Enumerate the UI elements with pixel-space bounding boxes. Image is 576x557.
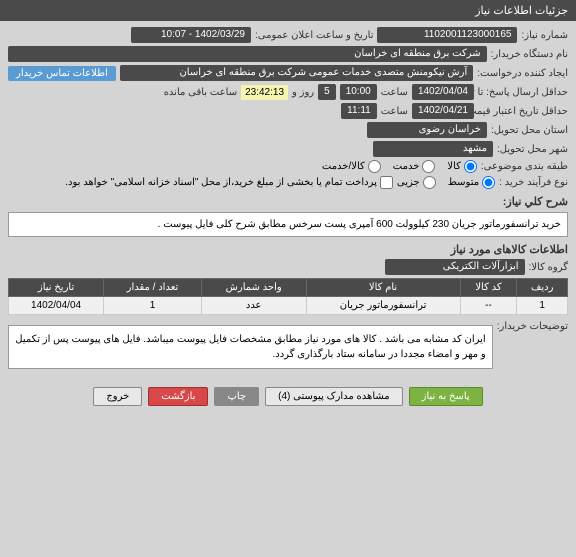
buyer-notes-box: ایران کد مشابه می باشد . کالا های مورد ن… <box>8 325 493 369</box>
remaining-time: 23:42:13 <box>241 85 288 100</box>
deadline-label: حداقل ارسال پاسخ: تا تاریخ: <box>478 87 568 98</box>
validity-time: 11:11 <box>341 103 377 119</box>
table-row: 1 -- ترانسفورماتور جریان عدد 1 1402/04/0… <box>9 297 568 315</box>
days-value: 5 <box>318 84 336 100</box>
td-1: -- <box>460 297 517 315</box>
time-label-1: ساعت <box>381 87 408 98</box>
validity-date: 1402/04/21 <box>412 103 474 119</box>
back-button[interactable]: بازگشت <box>148 387 208 406</box>
announce-value: 1402/03/29 - 10:07 <box>131 27 251 43</box>
goods-table: ردیف کد کالا نام کالا واحد شمارش تعداد /… <box>8 278 568 315</box>
page-header: جزئیات اطلاعات نیاز <box>0 0 576 21</box>
need-no-value: 1102001123000165 <box>377 27 517 43</box>
proc-medium-radio[interactable] <box>482 176 495 189</box>
process-radio-group: متوسط جزیی <box>397 176 495 189</box>
attachments-button[interactable]: مشاهده مدارک پیوستی (4) <box>265 387 403 406</box>
days-label: روز و <box>292 87 314 98</box>
deadline-time: 10:00 <box>340 84 377 100</box>
validity-label: حداقل تاریخ اعتبار قیمت: تا تاریخ: <box>478 106 568 117</box>
print-button[interactable]: چاپ <box>214 387 259 406</box>
buyer-value: شرکت برق منطقه ای خراسان <box>8 46 487 62</box>
td-0: 1 <box>517 297 568 315</box>
category-label: طبقه بندی موضوعی: <box>481 161 568 172</box>
page-title: جزئیات اطلاعات نیاز <box>475 5 568 17</box>
exit-button[interactable]: خروج <box>93 387 142 406</box>
requester-value: آرش نیکومنش متصدی خدمات عمومی شرکت برق م… <box>120 65 473 81</box>
cat-service-item[interactable]: خدمت <box>393 160 436 173</box>
group-label: گروه کالا: <box>529 262 568 273</box>
city-value: مشهد <box>373 141 493 157</box>
buyer-label: نام دستگاه خریدار: <box>491 49 568 60</box>
category-radio-group: کالا خدمت کالا/خدمت <box>322 160 477 173</box>
province-value: خراسان رضوی <box>367 122 487 138</box>
requester-label: ایجاد کننده درخواست: <box>477 68 568 79</box>
buyer-notes-label: توضیحات خریدار: <box>497 321 568 332</box>
contact-info-button[interactable]: اطلاعات تماس خریدار <box>8 66 116 81</box>
remaining-label: ساعت باقی مانده <box>164 87 237 98</box>
th-1: کد کالا <box>460 279 517 297</box>
cat-goods-radio[interactable] <box>464 160 477 173</box>
deadline-date: 1402/04/04 <box>412 84 474 100</box>
payment-note-item[interactable]: پرداخت تمام یا بخشی از مبلغ خرید،از محل … <box>65 176 393 189</box>
group-value: ابزارآلات الکتریکی <box>385 259 525 275</box>
announce-label: تاریخ و ساعت اعلان عمومی: <box>255 30 374 41</box>
cat-service-radio[interactable] <box>422 160 435 173</box>
footer-buttons: پاسخ به نیاز مشاهده مدارک پیوستی (4) چاپ… <box>8 381 568 412</box>
th-5: تاریخ نیاز <box>9 279 104 297</box>
process-label: نوع فرآیند خرید : <box>499 177 568 188</box>
respond-button[interactable]: پاسخ به نیاز <box>409 387 483 406</box>
main-content: شماره نیاز: 1102001123000165 تاریخ و ساع… <box>0 21 576 418</box>
proc-partial-radio[interactable] <box>423 176 436 189</box>
td-4: 1 <box>104 297 202 315</box>
payment-checkbox[interactable] <box>380 176 393 189</box>
th-0: ردیف <box>517 279 568 297</box>
goods-info-title: اطلاعات کالاهای مورد نیاز <box>8 243 568 256</box>
proc-partial-item[interactable]: جزیی <box>397 176 436 189</box>
th-2: نام کالا <box>306 279 460 297</box>
cat-both-radio[interactable] <box>368 160 381 173</box>
desc-title: شرح کلي نياز: <box>8 195 568 208</box>
proc-medium-item[interactable]: متوسط <box>448 176 495 189</box>
td-3: عدد <box>201 297 306 315</box>
need-no-label: شماره نیاز: <box>521 30 568 41</box>
th-3: واحد شمارش <box>201 279 306 297</box>
desc-box: خرید ترانسفورماتور جریان 230 کیلوولت 600… <box>8 212 568 237</box>
th-4: تعداد / مقدار <box>104 279 202 297</box>
province-label: استان محل تحویل: <box>491 125 568 136</box>
td-5: 1402/04/04 <box>9 297 104 315</box>
time-label-2: ساعت <box>381 106 408 117</box>
table-header-row: ردیف کد کالا نام کالا واحد شمارش تعداد /… <box>9 279 568 297</box>
cat-goods-item[interactable]: کالا <box>447 160 477 173</box>
td-2: ترانسفورماتور جریان <box>306 297 460 315</box>
cat-both-item[interactable]: کالا/خدمت <box>322 160 381 173</box>
city-label: شهر محل تحویل: <box>497 144 568 155</box>
